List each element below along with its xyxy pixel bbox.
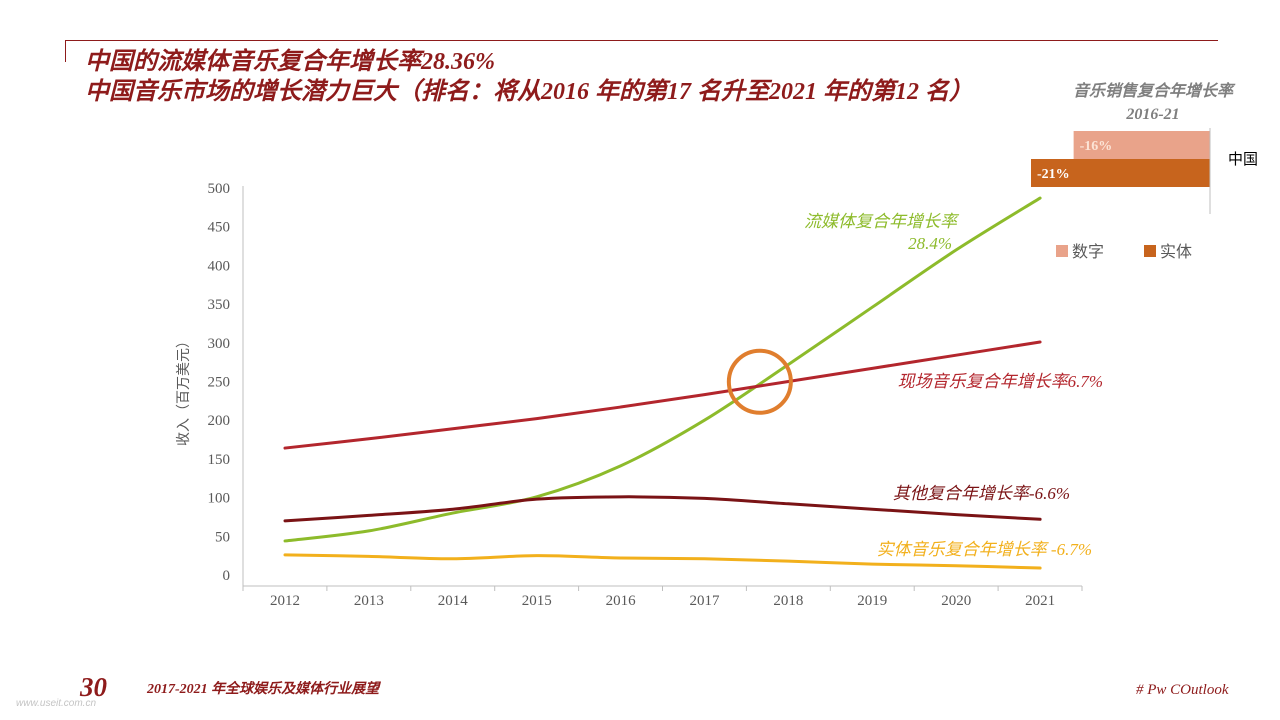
- header-rule: [65, 40, 1218, 41]
- legend-label: 数字: [1072, 243, 1104, 261]
- data-point: [283, 446, 287, 450]
- data-point: [367, 513, 371, 517]
- data-point: [619, 464, 623, 468]
- data-point: [283, 553, 287, 557]
- data-point: [703, 418, 707, 422]
- data-point: [703, 496, 707, 500]
- data-point: [954, 513, 958, 517]
- y-tick-label: 0: [223, 568, 231, 584]
- data-point: [535, 417, 539, 421]
- y-tick-label: 500: [208, 181, 231, 197]
- series-label: 实体音乐复合年增长率 -6.7%: [877, 540, 1092, 559]
- data-point: [954, 564, 958, 568]
- x-tick-label: 2014: [438, 593, 469, 609]
- data-point: [870, 507, 874, 511]
- footer-hashtag: # Pw COutlook: [1136, 682, 1229, 698]
- x-tick-label: 2019: [857, 593, 887, 609]
- legend-label: 实体: [1160, 243, 1192, 261]
- data-point: [619, 405, 623, 409]
- data-point: [367, 437, 371, 441]
- series-label: 其他复合年增长率-6.6%: [893, 484, 1070, 503]
- x-tick-label: 2017: [690, 593, 721, 609]
- data-point: [619, 556, 623, 560]
- data-point: [786, 559, 790, 563]
- footer-title: 2017-2021 年全球娱乐及媒体行业展望: [147, 682, 380, 697]
- live-music-line: [283, 340, 1042, 450]
- category-label: 中国: [1228, 151, 1258, 168]
- data-point: [535, 497, 539, 501]
- data-point: [535, 554, 539, 558]
- y-tick-label: 350: [208, 297, 231, 313]
- y-axis-title: 收入（百万美元）: [176, 334, 192, 446]
- data-point: [870, 305, 874, 309]
- data-point: [954, 248, 958, 252]
- x-tick-label: 2020: [941, 593, 971, 609]
- data-point: [703, 393, 707, 397]
- cagr-bar: [1031, 159, 1210, 187]
- data-point: [451, 511, 455, 515]
- data-point: [954, 353, 958, 357]
- watermark: www.useit.com.cn: [16, 698, 97, 709]
- legend-swatch: [1144, 245, 1156, 257]
- x-tick-label: 2021: [1025, 593, 1055, 609]
- y-tick-label: 450: [208, 220, 231, 236]
- page-number: 30: [80, 672, 107, 702]
- data-point: [283, 519, 287, 523]
- series-label: 现场音乐复合年增长率6.7%: [898, 372, 1103, 391]
- data-point: [451, 557, 455, 561]
- data-point: [703, 557, 707, 561]
- y-tick-label: 400: [208, 258, 231, 274]
- bar-value-label: -16%: [1080, 139, 1113, 154]
- data-point: [1038, 196, 1042, 200]
- data-point: [619, 495, 623, 499]
- data-point: [451, 507, 455, 511]
- bar-value-label: -21%: [1037, 167, 1070, 182]
- legend-swatch: [1056, 245, 1068, 257]
- cagr-bar: [1073, 131, 1210, 159]
- slide-subtitle: 中国音乐市场的增长潜力巨大（排名：将从2016 年的第17 名升至2021 年的…: [85, 79, 973, 105]
- data-point: [1038, 566, 1042, 570]
- data-point: [283, 539, 287, 543]
- slide-title: 中国的流媒体音乐复合年增长率28.36%: [85, 49, 495, 75]
- physical-music-line: [283, 553, 1042, 570]
- data-point: [870, 562, 874, 566]
- y-tick-label: 300: [208, 336, 231, 352]
- x-tick-label: 2018: [773, 593, 803, 609]
- streaming-music-line: [283, 196, 1042, 543]
- y-tick-label: 250: [208, 375, 231, 391]
- crossover-highlight-circle: [726, 348, 793, 415]
- y-tick-label: 50: [215, 529, 230, 545]
- other-revenue-line: [283, 495, 1042, 523]
- y-tick-label: 200: [208, 413, 231, 429]
- x-tick-label: 2016: [606, 593, 637, 609]
- mini-chart-period: 2016-21: [1126, 106, 1180, 123]
- x-tick-label: 2013: [354, 593, 384, 609]
- data-point: [451, 427, 455, 431]
- mini-chart-title-block: 音乐销售复合年增长率 2016-21: [1056, 80, 1250, 126]
- mini-chart-title: 音乐销售复合年增长率: [1072, 83, 1233, 100]
- data-point: [870, 366, 874, 370]
- x-tick-label: 2015: [522, 593, 552, 609]
- series-label: 28.4%: [908, 234, 952, 253]
- data-point: [1038, 517, 1042, 521]
- series-label: 流媒体复合年增长率: [804, 212, 960, 231]
- data-point: [786, 502, 790, 506]
- x-tick-label: 2012: [270, 593, 300, 609]
- data-point: [367, 529, 371, 533]
- y-tick-label: 100: [208, 491, 231, 507]
- header-rule-tick: [65, 40, 66, 62]
- revenue-line-chart: 0 50 100 150 200 250 300 350 400 450 500 2012 2013 20…: [176, 181, 1103, 609]
- data-point: [1038, 340, 1042, 344]
- data-point: [367, 554, 371, 558]
- y-tick-label: 150: [208, 452, 231, 468]
